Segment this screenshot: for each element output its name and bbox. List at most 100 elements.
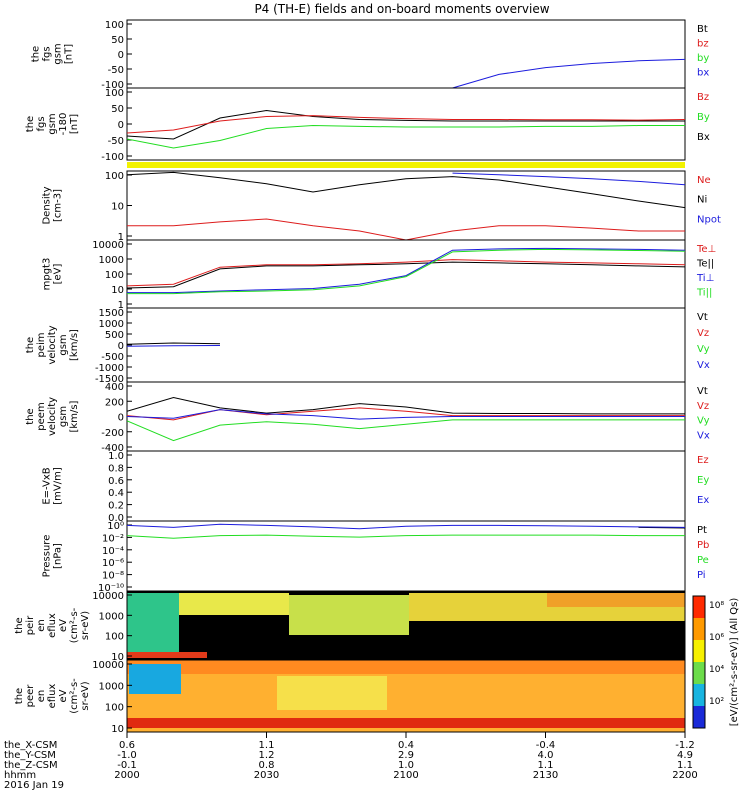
panel-fgs-hi: 100 50 0 -50 -100 the fgs gsm -180 [nT] Bz By Bx: [25, 87, 710, 163]
panel-peir-spectrogram: 10000 1000 100 10 the peir en eflux eV (cm²-s-sr-…: [14, 590, 686, 663]
y-tick-label: 10⁻⁶: [102, 558, 124, 569]
y-label-line: E=-VxB: [42, 467, 53, 504]
y-tick-label: 10⁻¹⁰: [98, 583, 124, 594]
y-tick-label: 100: [105, 88, 124, 99]
y-tick-label: 100: [105, 20, 124, 31]
y-label-line: the: [14, 688, 25, 704]
panel-frame: [126, 520, 686, 592]
y-label: mpgt3 [eV]: [42, 258, 64, 291]
y-tick-label: 10⁻⁸: [102, 571, 124, 582]
y-label-line: mpgt3: [42, 258, 53, 291]
spectrogram-cell: [289, 595, 409, 635]
y-label-line: the: [25, 116, 36, 132]
x-tick-label: 0.8: [259, 760, 275, 771]
panel-frame: [126, 87, 686, 161]
y-tick-label: 200: [105, 397, 124, 408]
y-label-line: the: [25, 408, 36, 424]
y-label-line: fgs: [42, 46, 53, 61]
y-label-line: [cm-3]: [53, 189, 64, 222]
spectrogram-cell: [277, 676, 387, 710]
y-tick-label: 10000: [92, 240, 124, 251]
x-tick-label: 1.1: [259, 740, 275, 751]
x-tick-label: -1.2: [675, 740, 695, 751]
legend-Ex: Ex: [697, 495, 709, 506]
legend-By: By: [697, 112, 710, 123]
y-label-line: [km/s]: [69, 400, 80, 432]
x-tick-label: 4.9: [677, 750, 693, 761]
y-label: Density [cm-3]: [42, 186, 64, 224]
y-label-line: Pressure: [42, 535, 53, 578]
colorbar-segment: [693, 662, 705, 685]
colorbar-tick: 10⁶: [709, 633, 724, 643]
y-label-line: [nT]: [64, 44, 75, 64]
series-Ti||: [127, 248, 686, 295]
y-tick-label: 0.6: [108, 476, 124, 487]
panel-fgs: 100 50 0 -50 -100 the fgs gsm [nT] Bt bz by bx: [31, 19, 709, 91]
y-label-line: [nPa]: [53, 543, 64, 569]
legend-Pe: Pe: [697, 555, 709, 566]
y-tick-label: 100: [105, 270, 124, 281]
x-tick-label: 0.4: [398, 740, 414, 751]
x-tick-label: 2200: [672, 770, 697, 781]
colorbar-segment: [693, 618, 705, 641]
y-label-line: eflux: [47, 684, 58, 709]
x-tick-label: 2.9: [398, 750, 414, 761]
y-label: the peim velocity gsm [km/s]: [25, 325, 80, 364]
y-label-line: the: [31, 46, 42, 62]
x-tick-label: -0.4: [536, 740, 556, 751]
x-row-label: hhmm: [4, 770, 36, 781]
y-label-line: the: [25, 337, 36, 353]
legend-Vt: Vt: [697, 386, 708, 397]
legend-Pt: Pt: [697, 525, 707, 536]
legend-by: by: [697, 53, 709, 64]
legend-Te⊥: Te⊥: [696, 244, 716, 255]
series-Vx: [126, 409, 685, 420]
y-label: the fgs gsm -180 [nT]: [25, 113, 80, 136]
peer-spectrogram-image: [127, 660, 685, 732]
y-label-line: Density: [42, 186, 53, 224]
y-label-line: gsm: [47, 113, 58, 134]
y-label-line: eflux: [47, 613, 58, 638]
legend-bz: bz: [697, 39, 709, 50]
y-label: the peir en eflux eV (cm²-s-sr-eV): [14, 607, 91, 643]
y-tick-label: 400: [105, 382, 124, 393]
y-label-line: velocity: [47, 325, 58, 364]
legend-Vz: Vz: [697, 328, 709, 339]
y-tick-label: 1000: [99, 255, 124, 266]
panel-density: 100 10 1 Density [cm-3] Ne Ni Npot: [42, 170, 721, 243]
y-tick-label: 10⁰: [107, 521, 124, 532]
y-tick-label: 100: [105, 703, 124, 714]
x-tick-label: 1.2: [259, 750, 275, 761]
y-label-line: peir: [25, 615, 36, 635]
x-row-label: the_Z-CSM: [4, 760, 58, 771]
legend-Pi: Pi: [697, 570, 706, 581]
x-tick-label: 2130: [533, 770, 558, 781]
series-Pt: [638, 526, 686, 529]
series-Npot: [452, 172, 686, 186]
y-tick-label: 0: [118, 120, 124, 131]
y-tick-label: 0.2: [108, 501, 124, 512]
spectrogram-cell: [127, 660, 685, 674]
panel-frame: [126, 307, 686, 383]
y-tick-label: -400: [101, 443, 124, 454]
y-label-line: (cm²-s-: [69, 678, 80, 714]
spectrogram-cell: [127, 652, 207, 658]
y-label-line: velocity: [47, 397, 58, 436]
y-tick-label: 500: [105, 330, 124, 341]
x-row-label: the_X-CSM: [4, 740, 57, 751]
x-tick-label: 2000: [114, 770, 139, 781]
date-label: 2016 Jan 19: [4, 780, 64, 791]
series-Vt: [126, 396, 685, 415]
y-tick-label: 10⁻²: [102, 533, 124, 544]
y-tick-label: 1: [118, 232, 124, 243]
status-bar: [127, 162, 685, 168]
y-label-line: (cm²-s-: [69, 607, 80, 643]
colorbar: 10⁸ 10⁶ 10⁴ 10² [eV/(cm²-s-sr-eV)] (All Qs): [692, 595, 740, 729]
legend-Ti⊥: Ti⊥: [696, 273, 714, 284]
series-Te⊥: [126, 259, 686, 287]
legend-Bt: Bt: [697, 24, 708, 35]
y-tick-label: -1500: [95, 374, 124, 385]
